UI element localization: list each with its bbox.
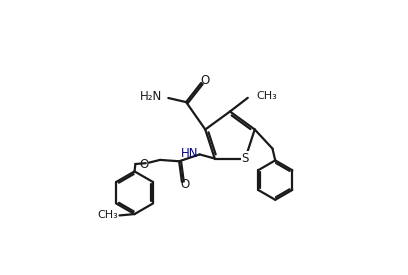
Text: O: O — [201, 74, 210, 87]
Text: S: S — [242, 152, 249, 165]
Text: HN: HN — [181, 147, 198, 160]
Text: O: O — [140, 158, 149, 170]
Text: O: O — [181, 178, 190, 191]
Text: CH₃: CH₃ — [256, 92, 277, 101]
Text: CH₃: CH₃ — [98, 210, 118, 221]
Text: H₂N: H₂N — [140, 90, 162, 103]
